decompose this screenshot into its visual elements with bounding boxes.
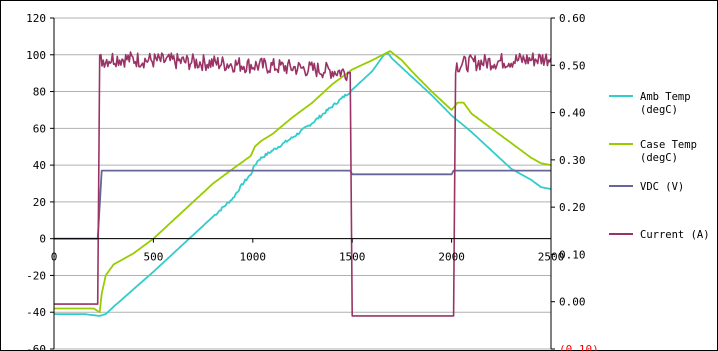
x-tick-label-0: 0	[51, 251, 58, 264]
y-tick-label-9: -60	[26, 343, 46, 351]
series-line-2	[54, 169, 551, 240]
y-tick-label-7: -20	[26, 269, 46, 282]
y2-tick-label-2: 0.40	[559, 107, 586, 120]
series-line-3	[54, 51, 552, 317]
y-tick-label-0: 120	[26, 12, 46, 25]
legend-label-0-1: (degC)	[640, 104, 678, 116]
series-line-1	[54, 50, 552, 314]
y-tick-label-4: 40	[33, 159, 46, 172]
y-tick-label-5: 20	[33, 196, 46, 209]
y2-tick-label-6: 0.00	[559, 296, 586, 309]
x-tick-label-4: 2000	[438, 251, 465, 264]
x-tick-label-5: 2500	[538, 251, 565, 264]
y2-tick-label-1: 0.50	[559, 59, 586, 72]
legend-label-3-0: Current (A)	[640, 229, 710, 241]
x-tick-label-2: 1000	[240, 251, 267, 264]
legend-label-1-0: Case Temp	[640, 139, 697, 151]
x-tick-label-1: 500	[143, 251, 163, 264]
y-tick-label-3: 60	[33, 122, 46, 135]
tick-layer: 120 100 80 60 40 20 0 -20 -40 -60 0.60 0.50 0.40 0.30…	[26, 12, 599, 351]
series-line-0	[54, 52, 552, 317]
y-tick-label-6: 0	[39, 233, 46, 246]
y-tick-label-2: 80	[33, 86, 46, 99]
series-layer	[54, 50, 552, 317]
legend-layer: Amb Temp(degC)Case Temp(degC)VDC (V)Curr…	[609, 91, 710, 241]
legend-label-1-1: (degC)	[640, 152, 678, 164]
axis-layer	[53, 18, 552, 349]
y2-tick-label-0: 0.60	[559, 12, 586, 25]
y2-tick-label-3: 0.30	[559, 154, 586, 167]
x-tick-label-3: 1500	[339, 251, 366, 264]
y-tick-label-8: -40	[26, 306, 46, 319]
legend-label-0-0: Amb Temp	[640, 91, 691, 103]
legend-label-2-0: VDC (V)	[640, 181, 684, 193]
y2-tick-label-5: 0.10	[559, 248, 586, 261]
y2-tick-label-7: (0.10)	[559, 343, 599, 351]
y-tick-label-1: 100	[26, 49, 46, 62]
y2-tick-label-4: 0.20	[559, 201, 586, 214]
